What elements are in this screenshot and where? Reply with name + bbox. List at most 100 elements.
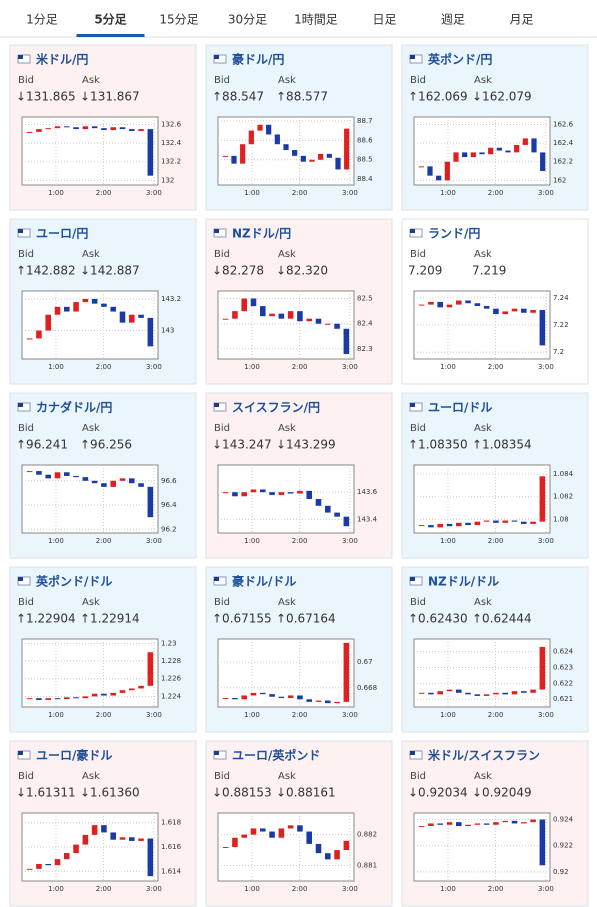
candle — [297, 311, 303, 322]
candle — [436, 175, 442, 181]
candle — [82, 696, 89, 699]
pair-name[interactable]: 米ドル/円 — [36, 52, 88, 67]
x-tick-label: 2:00 — [96, 711, 112, 719]
pair-name[interactable]: 英ポンド/ドル — [36, 574, 112, 589]
candle — [315, 499, 322, 506]
candle — [306, 318, 312, 322]
pair-name[interactable]: カナダドル/円 — [36, 400, 112, 415]
candle — [248, 130, 254, 145]
x-tick-label: 2:00 — [96, 885, 112, 893]
candle — [502, 692, 508, 695]
chart-frame — [217, 290, 355, 360]
tab[interactable]: 15分足 — [159, 13, 198, 27]
candle — [222, 492, 229, 494]
bid-value: ↑0.67155 — [212, 612, 272, 626]
pair-name[interactable]: ユーロ/ドル — [428, 401, 492, 415]
candle — [474, 303, 481, 306]
candle — [325, 323, 331, 325]
candle — [456, 822, 462, 827]
candle — [26, 471, 33, 473]
candle — [73, 844, 79, 854]
candle — [474, 823, 481, 825]
candle — [453, 152, 459, 162]
chart-frame — [413, 812, 551, 882]
y-tick-label: 1.084 — [553, 470, 574, 478]
bid-label: Bid — [214, 75, 230, 86]
chart-frame — [217, 638, 355, 708]
candle — [101, 128, 107, 131]
y-tick-label: 82.3 — [357, 345, 373, 353]
pair-name[interactable]: 英ポンド/円 — [428, 52, 492, 67]
candle — [26, 868, 33, 870]
candle — [418, 826, 425, 828]
candle — [278, 492, 285, 495]
pair-name[interactable]: ユーロ/英ポンド — [232, 748, 320, 763]
candle — [474, 694, 481, 696]
candle — [446, 822, 453, 825]
candle — [64, 697, 70, 700]
candle — [269, 694, 275, 697]
pair-name[interactable]: NZドル/円 — [232, 227, 291, 241]
tab[interactable]: 30分足 — [228, 13, 267, 27]
bid-label: Bid — [410, 249, 426, 260]
candle — [129, 314, 135, 323]
candle — [521, 822, 527, 824]
tab[interactable]: 月足 — [509, 13, 533, 27]
pair-name[interactable]: NZドル/ドル — [428, 575, 499, 589]
candle — [531, 138, 537, 153]
candle — [138, 129, 144, 131]
candle — [232, 837, 238, 847]
bid-value: ↓0.88153 — [212, 786, 272, 800]
x-tick-label: 3:00 — [538, 537, 554, 545]
pair-name[interactable]: 豪ドル/ドル — [232, 574, 296, 589]
pair-name[interactable]: ユーロ/豪ドル — [36, 748, 112, 763]
tab[interactable]: 週足 — [441, 13, 465, 27]
candle — [514, 144, 520, 153]
candle — [343, 328, 350, 354]
candle — [240, 144, 246, 164]
pair-name[interactable]: 米ドル/スイスフラン — [428, 748, 540, 763]
ask-value: ↓1.61360 — [80, 786, 140, 800]
ask-label: Ask — [474, 423, 492, 434]
chart-frame — [217, 812, 355, 882]
y-tick-label: 82.5 — [357, 295, 373, 303]
ask-label: Ask — [278, 249, 296, 260]
candle — [232, 311, 238, 319]
y-tick-label: 0.624 — [553, 648, 574, 656]
candle — [138, 314, 144, 318]
tab[interactable]: 5分足 — [94, 12, 126, 27]
candle — [110, 306, 116, 312]
candle — [465, 692, 471, 695]
candle — [110, 127, 116, 131]
candle — [521, 691, 527, 693]
pair-name[interactable]: 豪ドル/円 — [232, 52, 284, 67]
ask-label: Ask — [278, 423, 296, 434]
candle — [82, 834, 89, 845]
ask-value: ↓0.88161 — [276, 786, 336, 800]
candle — [343, 516, 350, 527]
pair-name[interactable]: スイスフラン/円 — [232, 401, 320, 415]
bid-value: ↑0.62430 — [408, 612, 468, 626]
pair-name[interactable]: ユーロ/円 — [36, 227, 88, 241]
y-tick-label: 88.5 — [357, 156, 373, 164]
x-tick-label: 2:00 — [292, 711, 308, 719]
ask-label: Ask — [474, 597, 492, 608]
tab[interactable]: 日足 — [372, 13, 396, 27]
candle — [129, 478, 135, 484]
x-tick-label: 2:00 — [96, 189, 112, 197]
candle — [36, 471, 42, 475]
candle — [446, 304, 453, 308]
tab[interactable]: 1時間足 — [294, 13, 338, 27]
ask-value: ↑1.08354 — [472, 438, 532, 452]
y-tick-label: 1.08 — [553, 515, 569, 523]
candle — [283, 144, 289, 151]
x-tick-label: 1:00 — [244, 885, 260, 893]
y-tick-label: 0.623 — [553, 663, 573, 671]
tab[interactable]: 1分足 — [26, 13, 58, 27]
candle — [147, 838, 154, 877]
pair-name[interactable]: ランド/円 — [428, 227, 480, 241]
candle — [437, 823, 443, 825]
x-tick-label: 2:00 — [292, 885, 308, 893]
x-tick-label: 3:00 — [342, 711, 358, 719]
x-tick-label: 2:00 — [488, 537, 504, 545]
